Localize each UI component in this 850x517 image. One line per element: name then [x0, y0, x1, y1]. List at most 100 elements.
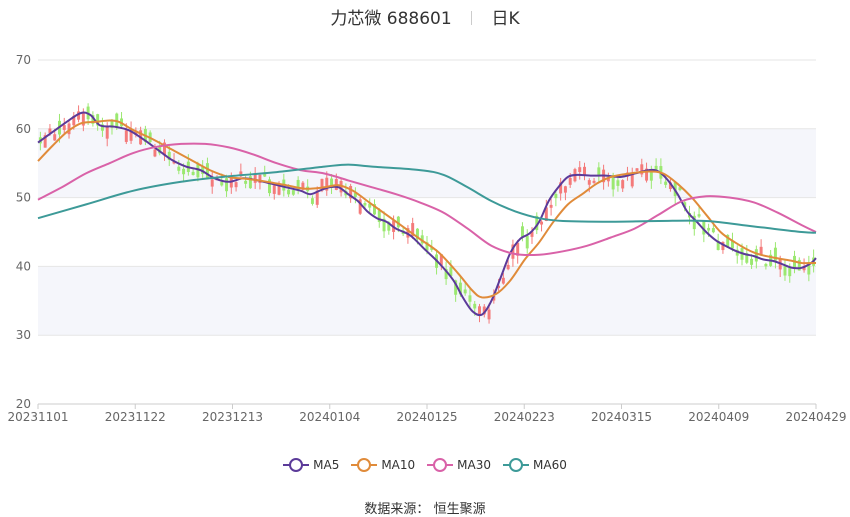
candle	[43, 132, 47, 148]
candle	[640, 158, 644, 178]
candle-body	[67, 123, 71, 135]
candle-body	[349, 186, 353, 199]
legend-item-ma60[interactable]: MA60	[503, 458, 567, 472]
candle-body	[702, 220, 706, 235]
candle-body	[439, 254, 443, 266]
candle	[444, 261, 448, 285]
legend-item-ma30[interactable]: MA30	[427, 458, 491, 472]
candle-body	[134, 130, 138, 135]
candle-body	[516, 242, 520, 256]
candle-body	[649, 172, 653, 181]
candle-body	[53, 134, 57, 141]
candle	[411, 217, 415, 239]
candle-body	[478, 306, 481, 316]
candle-body	[110, 120, 114, 128]
candle-body	[807, 262, 811, 275]
y-tick-label: 20	[16, 397, 31, 411]
candle-body	[296, 179, 300, 191]
candle-body	[196, 163, 200, 178]
candle-body	[43, 135, 47, 148]
candle-body	[578, 167, 582, 172]
candle	[210, 171, 214, 194]
candle-body	[449, 267, 453, 277]
candle-body	[501, 277, 505, 284]
candle-body	[268, 179, 271, 194]
candle	[544, 199, 548, 222]
candle-body	[520, 226, 524, 237]
candle-body	[716, 240, 720, 251]
candle	[597, 162, 601, 183]
legend-swatch	[427, 458, 454, 472]
candle-body	[339, 181, 343, 193]
x-tick-label: 20240125	[396, 410, 457, 424]
candle	[697, 206, 701, 219]
candle	[268, 176, 271, 197]
candle	[721, 241, 725, 254]
candle-body	[301, 182, 305, 190]
candle-body	[707, 227, 711, 231]
candle	[234, 181, 238, 192]
candle-body	[124, 130, 128, 142]
candle	[263, 165, 267, 178]
ma-lines	[37, 111, 817, 317]
candle-body	[129, 129, 133, 141]
candle-body	[320, 178, 324, 191]
candle-body	[668, 182, 672, 189]
candle	[196, 161, 200, 182]
candle-body	[248, 176, 252, 189]
candle-body	[730, 240, 734, 249]
x-tick-label: 20240429	[785, 410, 846, 424]
candle	[310, 195, 314, 206]
candle-body	[363, 202, 367, 206]
candle-body	[387, 222, 391, 231]
candle	[191, 169, 195, 176]
candle-body	[497, 285, 501, 289]
candle-body	[754, 249, 758, 262]
legend-swatch	[283, 458, 310, 472]
candle-body	[454, 280, 458, 295]
legend-item-ma5[interactable]: MA5	[283, 458, 339, 472]
legend-label: MA5	[313, 458, 340, 472]
candle-body	[783, 266, 787, 276]
candle	[330, 173, 334, 194]
y-tick-label: 70	[16, 53, 31, 67]
candle	[325, 171, 329, 196]
candle-body	[759, 246, 763, 255]
candle-body	[310, 198, 314, 204]
candle-body	[277, 185, 281, 195]
candle-body	[425, 242, 429, 251]
candle-body	[115, 113, 119, 127]
candle	[807, 255, 811, 282]
candle	[559, 177, 563, 201]
candle-body	[48, 128, 52, 133]
candle	[253, 167, 257, 189]
candle	[549, 198, 553, 216]
candle-body	[797, 259, 801, 271]
candle-body	[587, 180, 591, 185]
candle-body	[263, 172, 267, 177]
plot-bands	[38, 128, 816, 336]
candle	[67, 119, 71, 139]
candle-body	[96, 114, 100, 126]
candle	[678, 186, 682, 192]
candle-body	[788, 267, 792, 277]
candle	[563, 185, 567, 201]
candle-body	[511, 244, 515, 259]
candle-body	[697, 214, 701, 217]
x-tick-label: 20231213	[202, 410, 263, 424]
candle	[692, 211, 696, 236]
source-label: 数据来源：	[364, 502, 430, 517]
legend-item-ma10[interactable]: MA10	[351, 458, 415, 472]
candle-body	[458, 282, 462, 295]
candle-body	[802, 266, 806, 271]
candle	[630, 167, 634, 189]
candle	[735, 245, 739, 264]
candle-body	[239, 171, 243, 177]
candle-body	[482, 306, 486, 315]
candle	[62, 117, 66, 134]
candle-body	[325, 177, 329, 191]
ma-line-ma10	[37, 119, 817, 299]
candle	[439, 253, 443, 271]
candle-body	[683, 202, 687, 208]
candle-body	[735, 249, 739, 256]
